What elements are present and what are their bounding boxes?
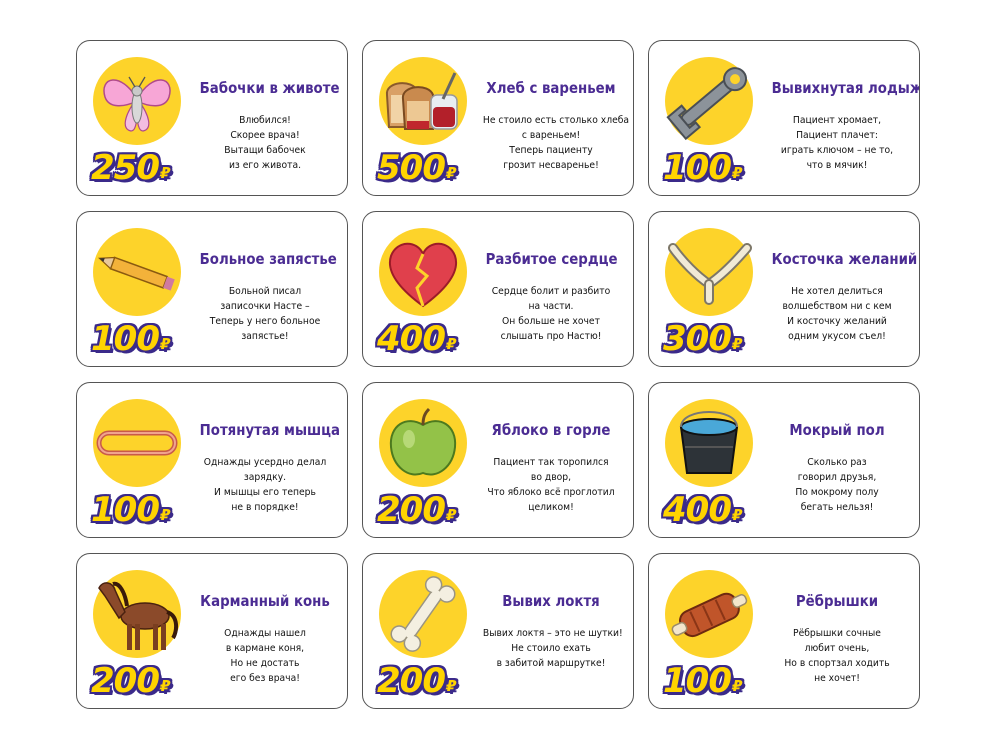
card-dislocated-elbow: Вывих локтя Вывих локтя – это не шутки! Н… bbox=[362, 553, 634, 709]
card-apple-throat: Яблоко в горле Пациент так торопился во д… bbox=[362, 382, 634, 538]
price-label: 100 ₽ bbox=[91, 319, 170, 359]
card-wet-floor: Мокрый пол Сколько раз говорил друзья, По … bbox=[648, 382, 920, 538]
card-description: Рёбрышки сочные любит очень, Но в спортзал… bbox=[784, 628, 890, 684]
pencil-icon bbox=[97, 256, 175, 291]
card-title: Мокрый пол bbox=[789, 421, 885, 439]
card-butterflies: Бабочки в животе Влюбился! Скорее врача! В… bbox=[76, 40, 348, 196]
bucket-icon bbox=[679, 411, 739, 474]
broken-heart-icon bbox=[388, 242, 458, 308]
price-label: 250 ₽ bbox=[91, 148, 170, 188]
badge-circle bbox=[93, 399, 181, 487]
card-sprained-ankle: Вывихнутая лодыжка Пациент хромает,Пацие… bbox=[648, 40, 920, 196]
card-description: Вывих локтя – это не шутки! Не стоило еха… bbox=[482, 628, 623, 669]
card-description: Сердце болит и разбито на части. Он больше… bbox=[491, 286, 611, 342]
card-title: Бабочки в животе bbox=[199, 79, 340, 97]
card-description: Однажды усердно делал зарядку. И мышцы его… bbox=[203, 457, 327, 513]
card-description: Не стоило есть столько хлеба с вареньем! Т… bbox=[482, 115, 630, 171]
price-label: 500 ₽ bbox=[377, 148, 456, 188]
card-description: Не хотел делиться волшебством ни с кем И к… bbox=[782, 286, 892, 342]
butterfly-icon bbox=[103, 76, 171, 132]
price-label: 200 ₽ bbox=[91, 661, 170, 701]
card-title: Потянутая мышца bbox=[199, 421, 341, 439]
bread-jam-icon bbox=[386, 72, 458, 130]
card-title: Яблоко в горле bbox=[491, 421, 611, 439]
card-title: Косточка желаний bbox=[771, 250, 918, 268]
card-title: Разбитое сердце bbox=[485, 250, 618, 268]
card-pocket-horse: Карманный конь Однажды нашел в кармане ко… bbox=[76, 553, 348, 709]
price-label: 100 ₽ bbox=[91, 490, 170, 530]
card-description: Пациент так торопился во двор, Что яблоко … bbox=[487, 457, 615, 513]
card-broken-heart: Разбитое сердце Сердце болит и разбито на… bbox=[362, 211, 634, 367]
price-label: 100 ₽ bbox=[663, 661, 742, 701]
card-title: Больное запястье bbox=[199, 250, 337, 268]
card-description: Влюбился! Скорее врача! Вытащи бабочек из е… bbox=[224, 115, 306, 171]
card-title: Карманный конь bbox=[200, 592, 330, 610]
price-label: 300 ₽ bbox=[663, 319, 742, 359]
card-pulled-muscle: Потянутая мышца Однажды усердно делал зар… bbox=[76, 382, 348, 538]
card-title: Рёбрышки bbox=[795, 592, 879, 610]
card-bread-jam: Хлеб с вареньем Не стоило есть столько х… bbox=[362, 40, 634, 196]
card-wishbone: Косточка желаний Не хотел делиться волшеб… bbox=[648, 211, 920, 367]
card-ribs: Рёбрышки Рёбрышки сочные любит очень, Но в… bbox=[648, 553, 920, 709]
rubber-band-icon bbox=[96, 430, 178, 456]
price-label: 100 ₽ bbox=[663, 148, 742, 188]
bone-icon bbox=[390, 576, 456, 652]
card-title: Вывих локтя bbox=[502, 592, 600, 610]
badge-circle bbox=[665, 228, 753, 316]
wishbone-icon bbox=[668, 243, 752, 305]
wrench-icon bbox=[666, 67, 748, 141]
price-label: 200 ₽ bbox=[377, 490, 456, 530]
price-label: 400 ₽ bbox=[663, 490, 742, 530]
horse-icon bbox=[98, 581, 179, 650]
ribs-icon bbox=[671, 592, 748, 638]
card-description: Пациент хромает, Пациент плачет: играть кл… bbox=[780, 115, 894, 171]
card-sore-wrist: Больное запястье Больной писал записочки … bbox=[76, 211, 348, 367]
card-description: Сколько раз говорил друзья, По мокрому пол… bbox=[795, 457, 879, 513]
card-description: Больной писал записочки Насте – Теперь у н… bbox=[209, 286, 321, 342]
price-label: 200 ₽ bbox=[377, 661, 456, 701]
apple-icon bbox=[389, 407, 457, 476]
card-title: Хлеб с вареньем bbox=[486, 79, 616, 97]
card-title: Вывихнутая лодыжка bbox=[771, 79, 919, 97]
card-description: Однажды нашел в кармане коня, Но не достат… bbox=[224, 628, 306, 684]
price-label: 400 ₽ bbox=[377, 319, 456, 359]
